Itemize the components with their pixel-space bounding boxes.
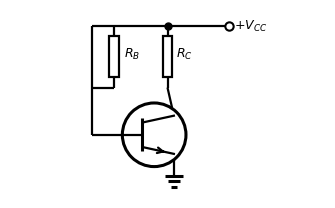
Text: $+V_{CC}$: $+V_{CC}$ — [234, 19, 267, 33]
Circle shape — [122, 103, 186, 167]
Text: $R_B$: $R_B$ — [124, 47, 140, 62]
Bar — [109, 36, 119, 77]
Bar — [162, 36, 173, 77]
Text: $R_C$: $R_C$ — [176, 47, 193, 62]
